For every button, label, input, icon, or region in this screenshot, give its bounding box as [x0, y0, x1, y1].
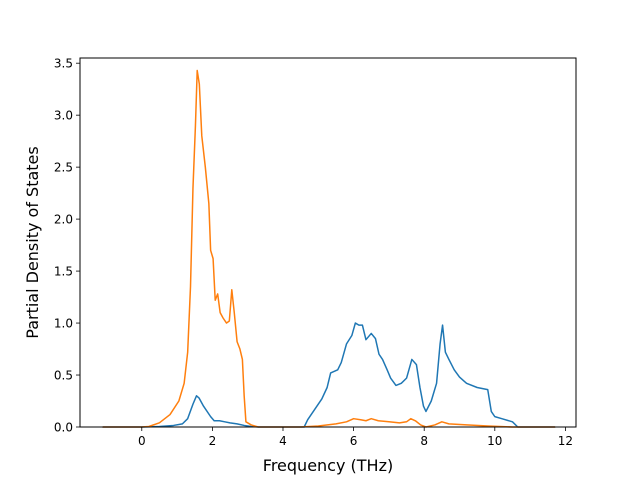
x-axis-title: Frequency (THz): [263, 456, 393, 475]
x-tick-label: 4: [279, 434, 287, 448]
y-tick-label: 2.0: [54, 213, 73, 227]
y-tick-label: 0.5: [54, 369, 73, 383]
x-tick-label: 10: [487, 434, 502, 448]
x-axis-ticks: 0 2 4 6 8 10 12: [138, 427, 573, 448]
x-tick-label: 12: [558, 434, 573, 448]
series-line-1: [102, 322, 556, 428]
x-tick-label: 0: [138, 434, 146, 448]
plot-lines: [102, 69, 556, 428]
series-line-2: [102, 69, 556, 428]
y-tick-label: 2.5: [54, 161, 73, 175]
y-tick-label: 3.0: [54, 109, 73, 123]
y-tick-label: 1.5: [54, 265, 73, 279]
y-axis-title: Partial Density of States: [23, 146, 42, 338]
y-tick-label: 3.5: [54, 57, 73, 71]
y-axis-ticks: 0.0 0.5 1.0 1.5 2.0 2.5 3.0 3.5: [54, 57, 80, 435]
x-tick-label: 6: [350, 434, 358, 448]
y-tick-label: 1.0: [54, 317, 73, 331]
y-tick-label: 0.0: [54, 421, 73, 435]
plot-frame: [79, 57, 577, 428]
x-tick-label: 2: [209, 434, 217, 448]
x-tick-label: 8: [420, 434, 428, 448]
